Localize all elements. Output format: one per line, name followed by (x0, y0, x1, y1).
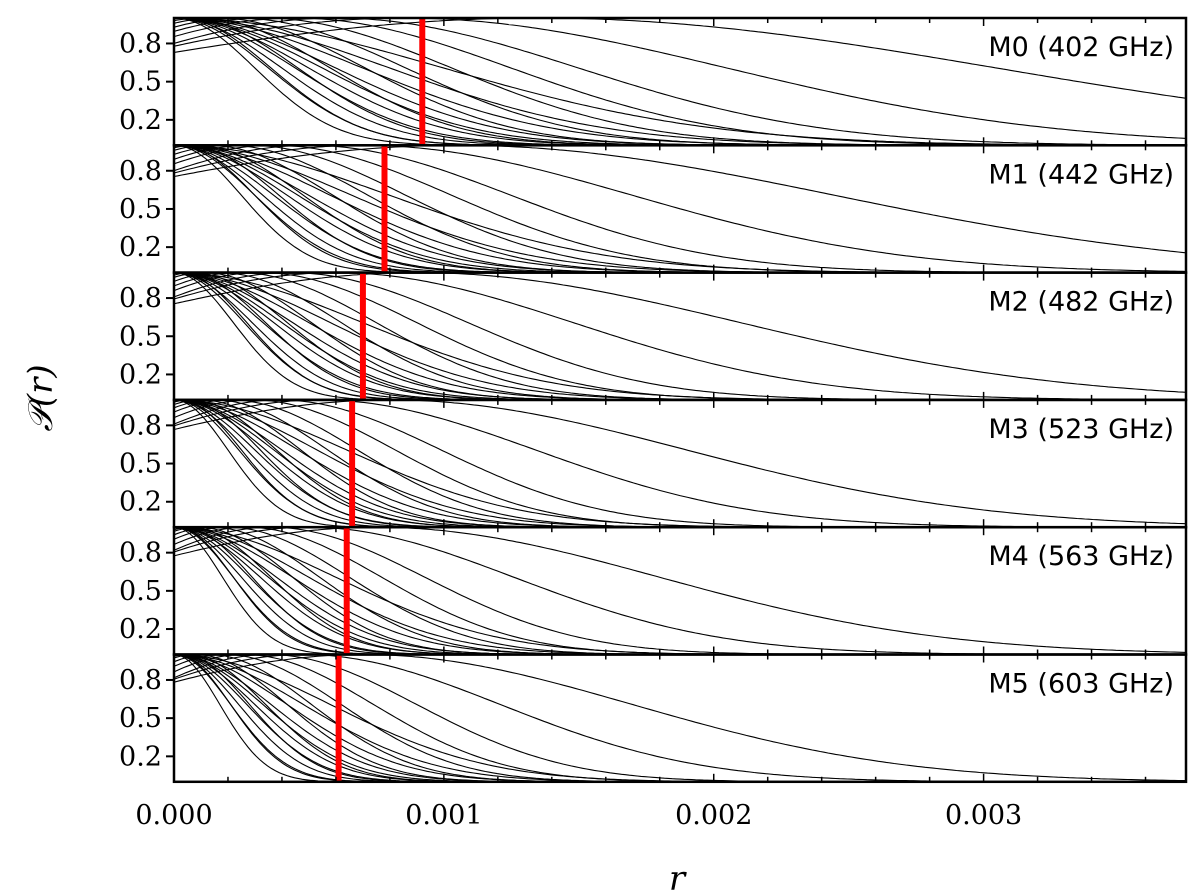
panel-label: M0 (402 GHz) (988, 32, 1174, 63)
x-axis-ticks: 0.000 0.001 0.002 0.003 (135, 800, 1022, 831)
y-tick-label: 0.8 (119, 156, 162, 187)
panel-label: M2 (482 GHz) (988, 287, 1174, 318)
y-tick-label: 0.8 (119, 538, 162, 569)
y-tick-label: 0.5 (119, 194, 162, 225)
series-line (173, 144, 1187, 254)
x-tick-label: 0.000 (135, 800, 212, 831)
series-line (173, 17, 1187, 139)
y-tick-label: 0.2 (119, 359, 162, 390)
panel-3: 0.8 0.5 0.2 M3 (523 GHz) (119, 398, 1188, 529)
panels-group: 0.8 0.5 0.2 M0 (402 GHz) 0.8 0.5 0.2 M1 (442 GH… (119, 16, 1188, 784)
panel-2: 0.8 0.5 0.2 M2 (482 GHz) (119, 271, 1188, 402)
x-axis-title: r (669, 859, 687, 896)
y-tick-label: 0.8 (119, 283, 162, 314)
y-tick-label: 0.2 (119, 487, 162, 518)
series-line (173, 399, 1187, 525)
y-tick-label: 0.5 (119, 67, 162, 98)
y-tick-label: 0.8 (119, 28, 162, 59)
panel-label: M3 (523 GHz) (988, 414, 1174, 445)
panel-label: M1 (442 GHz) (988, 159, 1174, 190)
y-tick-label: 0.2 (119, 741, 162, 772)
x-tick-label: 0.002 (675, 800, 752, 831)
x-tick-label: 0.001 (405, 800, 482, 831)
y-tick-label: 0.5 (119, 449, 162, 480)
y-axis-title: 𝒫(r) (21, 364, 61, 431)
y-tick-label: 0.5 (119, 703, 162, 734)
x-tick-label: 0.003 (945, 800, 1022, 831)
panel-0: 0.8 0.5 0.2 M0 (402 GHz) (119, 16, 1188, 147)
panel-label: M5 (603 GHz) (988, 669, 1174, 700)
y-tick-label: 0.2 (119, 614, 162, 645)
y-tick-label: 0.8 (119, 410, 162, 441)
panel-5: 0.8 0.5 0.2 M5 (603 GHz) (119, 653, 1188, 784)
y-tick-label: 0.5 (119, 576, 162, 607)
panel-1: 0.8 0.5 0.2 M1 (442 GHz) (119, 144, 1188, 274)
series-line (173, 17, 1187, 99)
y-tick-label: 0.5 (119, 321, 162, 352)
y-tick-label: 0.8 (119, 665, 162, 696)
panel-label: M4 (563 GHz) (988, 541, 1174, 572)
panel-4: 0.8 0.5 0.2 M4 (563 GHz) (119, 525, 1188, 656)
y-tick-label: 0.2 (119, 232, 162, 263)
series-line (173, 272, 1187, 393)
y-tick-label: 0.2 (119, 105, 162, 136)
